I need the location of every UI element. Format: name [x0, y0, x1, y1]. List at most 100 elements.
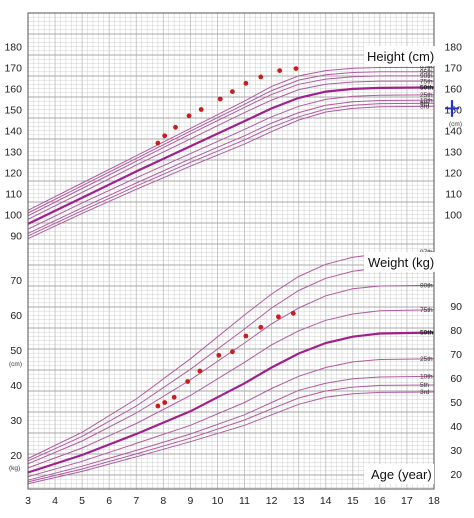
x-tick-label: 6 — [106, 495, 112, 507]
weight-curve-5th — [27, 384, 435, 483]
weight-curve-90th — [27, 284, 435, 465]
height-patient-point — [186, 113, 192, 119]
height-curve-95th — [27, 71, 434, 214]
weight-patient-point — [276, 314, 281, 320]
height-centile-label-97th: 97th — [420, 65, 433, 72]
weight-centile-label-3rd: 3rd — [420, 389, 430, 396]
weight-right-tick-label: 80 — [450, 325, 462, 337]
height-right-tick-label: 100 — [444, 210, 462, 222]
height-left-tick-label: 90 — [10, 231, 22, 243]
height-right-tick-label: 160 — [444, 84, 462, 96]
height-right-tick-label: 150 — [444, 105, 462, 117]
height-left-tick-label: 180 — [4, 42, 22, 54]
height-left-tick-label: 160 — [4, 84, 22, 96]
x-tick-label: 16 — [374, 495, 386, 507]
x-tick-label: 8 — [160, 495, 166, 507]
weight-right-tick-label: 70 — [450, 349, 462, 361]
height-left-tick-label: 170 — [4, 63, 22, 75]
weight-curve-75th — [27, 309, 435, 469]
height-centile-label-25th: 25th — [420, 92, 433, 99]
weight-patient-point — [185, 379, 191, 384]
weight-panel-title: Weight (kg) — [368, 255, 434, 270]
height-patient-point — [293, 66, 299, 71]
age-title-background — [364, 464, 434, 484]
weight-centile-label-25th: 25th — [420, 356, 433, 363]
x-tick-label: 5 — [79, 495, 85, 507]
weight-curve-50th — [27, 331, 435, 474]
weight-left-tick-label: 20 — [10, 450, 22, 462]
patient-points — [155, 66, 459, 409]
weight-patient-point — [197, 368, 203, 374]
height-patient-point — [243, 80, 249, 86]
height-right-tick-label: 130 — [444, 147, 462, 159]
height-patient-point — [155, 140, 161, 146]
height-left-tick-label: 130 — [4, 147, 22, 159]
weight-patient-point — [243, 333, 249, 339]
height-curve-10th — [27, 99, 435, 234]
weight-centile-curves — [27, 251, 435, 485]
plot-frame — [27, 12, 435, 490]
height-left-tick-label: 150 — [4, 105, 22, 117]
weight-right-tick-label: 60 — [450, 373, 462, 385]
height-centile-label-3rd: 3rd — [420, 104, 430, 111]
weight-centile-label-10th: 10th — [420, 373, 433, 380]
weight-curve-3rd — [27, 391, 435, 485]
height-unit-label: (cm) — [9, 361, 22, 368]
height-patient-point — [162, 133, 168, 139]
height-left-tick-label: 110 — [5, 189, 22, 201]
weight-unit-label: (kg) — [9, 465, 20, 472]
weight-title-background — [364, 252, 438, 272]
height-curve-75th — [27, 80, 434, 220]
height-right-tick-label: 180 — [444, 42, 462, 54]
height-right-tick-label: 120 — [444, 168, 462, 180]
weight-left-tick-label: 50 — [10, 345, 22, 357]
weight-centile-label-50th: 50th — [420, 330, 433, 337]
height-patient-point — [198, 107, 204, 112]
weight-left-tick-label: 30 — [10, 415, 22, 427]
x-tick-label: 3 — [25, 495, 31, 507]
height-left-tick-label: 120 — [4, 168, 22, 180]
weight-right-tick-label: 30 — [450, 445, 462, 457]
height-curve-90th — [27, 75, 434, 217]
height-patient-point — [277, 68, 283, 73]
weight-centile-label-75th: 75th — [420, 307, 433, 314]
x-axis-title: Age (year) — [371, 467, 432, 482]
height-curve-50th — [27, 86, 435, 225]
height-right-tick-label: 140 — [444, 126, 462, 138]
height-curve-25th — [27, 94, 435, 230]
height-patient-point — [258, 74, 264, 80]
height-right-tick-label: 110 — [445, 189, 462, 201]
height-centile-label-75th: 75th — [420, 78, 433, 85]
x-tick-label: 10 — [212, 495, 224, 507]
height-centile-label-5th: 5th — [420, 100, 429, 107]
x-tick-label: 12 — [266, 495, 278, 507]
weight-patient-point — [171, 394, 177, 400]
x-tick-label: 18 — [428, 495, 440, 507]
height-centile-label-95th: 95th — [420, 69, 433, 76]
weight-curve-10th — [27, 375, 435, 481]
height-curve-3rd — [27, 105, 435, 240]
height-patient-point — [217, 96, 223, 102]
weight-patient-point — [155, 403, 161, 409]
weight-right-tick-label: 50 — [450, 397, 462, 409]
height-patient-point — [173, 124, 178, 130]
weight-centile-label-90th: 90th — [420, 282, 433, 289]
weight-patient-point — [162, 400, 168, 405]
axis-tick-labels: 3 4 5 6 7 8 9 10 11 12 13 14 15 16 17 18 90 100 110 120 130 1… — [4, 42, 462, 508]
x-tick-label: 15 — [347, 495, 359, 507]
height-left-tick-label: 100 — [4, 210, 22, 222]
weight-left-tick-label: 60 — [10, 310, 22, 322]
height-centile-curves — [27, 67, 435, 240]
height-curve-97th — [27, 67, 434, 211]
weight-left-tick-label: 70 — [10, 275, 22, 287]
x-tick-label: 9 — [187, 495, 193, 507]
height-curve-5th — [27, 102, 435, 237]
weight-patient-point — [230, 349, 235, 355]
x-tick-label: 14 — [320, 495, 332, 507]
height-centile-label-90th: 90th — [420, 73, 433, 80]
height-panel-title: Height (cm) — [367, 49, 434, 64]
weight-left-tick-label: 40 — [10, 380, 22, 392]
weight-right-tick-label: 90 — [450, 301, 462, 313]
height-centile-label-10th: 10th — [420, 97, 433, 104]
